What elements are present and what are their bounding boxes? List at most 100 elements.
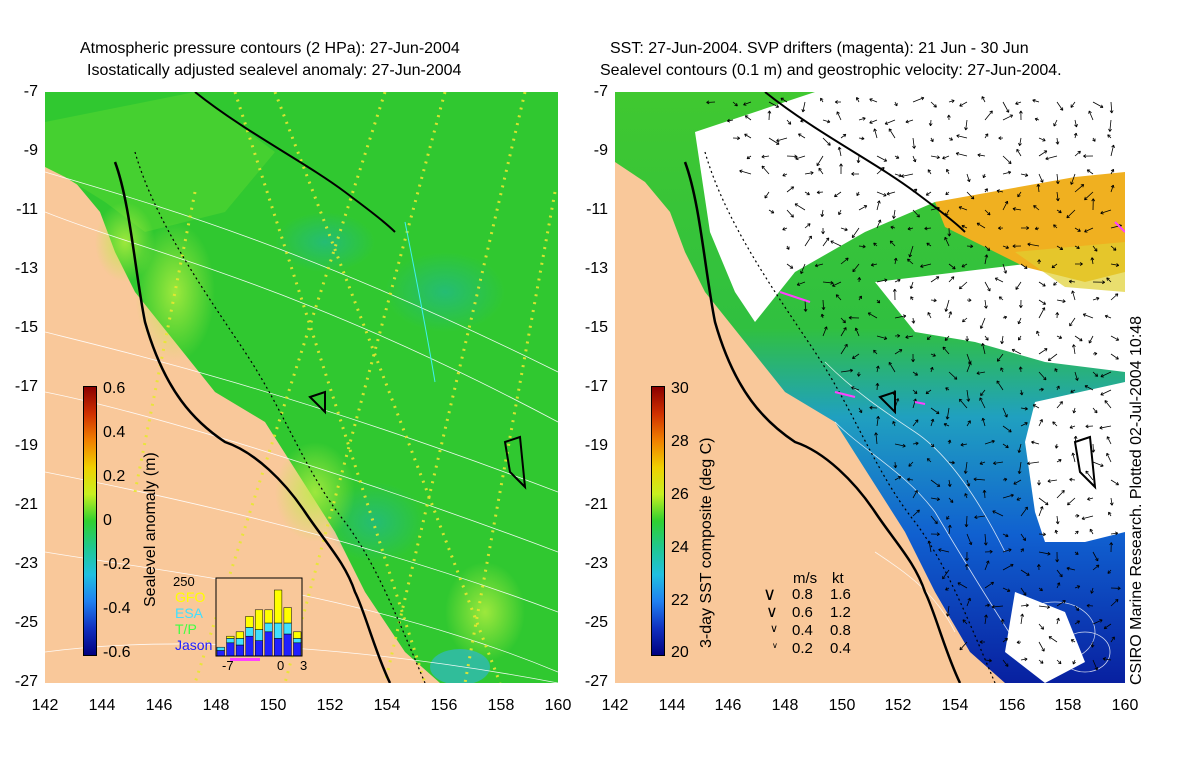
velocity-arrow bbox=[1109, 497, 1114, 506]
velocity-arrow bbox=[984, 133, 989, 139]
velocity-arrow bbox=[1015, 281, 1022, 290]
velocity-arrow bbox=[1013, 479, 1022, 485]
velocity-arrow bbox=[1107, 569, 1112, 574]
velocity-arrow bbox=[1110, 168, 1115, 175]
velocity-arrow bbox=[948, 137, 953, 141]
velocity-arrow bbox=[1002, 407, 1008, 418]
velocity-arrow bbox=[1002, 637, 1009, 643]
velocity-arrow bbox=[907, 477, 914, 482]
velocity-arrow bbox=[780, 97, 788, 103]
inset-legend-gfo: GFO bbox=[175, 589, 206, 605]
velocity-arrow bbox=[1092, 659, 1099, 671]
reef-island-right-1 bbox=[878, 390, 896, 415]
velocity-arrow bbox=[1056, 617, 1060, 625]
velocity-arrow bbox=[1056, 299, 1066, 303]
velocity-arrow bbox=[1092, 101, 1104, 108]
velocity-arrow bbox=[851, 386, 860, 391]
left-ytick-3: -13 bbox=[14, 260, 38, 277]
velocity-arrow bbox=[1002, 477, 1008, 482]
velocity-arrow bbox=[1103, 623, 1112, 630]
velocity-arrow bbox=[948, 497, 954, 503]
velocity-arrow bbox=[981, 96, 986, 103]
velocity-arrow bbox=[925, 191, 932, 196]
velocity-arrow bbox=[979, 317, 986, 329]
cyan-contour bbox=[404, 221, 436, 383]
velocity-arrow bbox=[993, 461, 1004, 465]
velocity-arrow bbox=[822, 137, 831, 146]
velocity-arrow bbox=[1074, 585, 1081, 589]
velocity-arrow bbox=[836, 111, 842, 121]
velocity-arrow bbox=[782, 173, 788, 177]
velocity-arrow bbox=[726, 118, 734, 123]
velocity-arrow bbox=[930, 443, 935, 448]
velocity-arrow bbox=[948, 311, 953, 319]
velocity-arrow bbox=[961, 224, 968, 229]
velocity-arrow bbox=[1002, 493, 1014, 499]
velocity-arrow bbox=[984, 335, 989, 341]
velocity-arrow bbox=[858, 205, 868, 211]
left-xtick-4: 150 bbox=[259, 697, 287, 714]
velocity-arrow bbox=[1032, 404, 1040, 409]
velocity-arrow bbox=[942, 155, 950, 160]
inset-bar bbox=[264, 631, 273, 657]
right-cb-tick-4: 22 bbox=[671, 592, 689, 609]
vel-header-ms: m/s bbox=[793, 570, 818, 587]
velocity-arrow bbox=[1017, 461, 1022, 475]
left-ytick-2: -11 bbox=[16, 201, 38, 218]
velocity-arrow bbox=[925, 389, 932, 395]
velocity-arrow bbox=[786, 119, 792, 125]
right-xtick-0: 142 bbox=[601, 697, 629, 714]
velocity-arrow bbox=[1099, 425, 1112, 430]
velocity-arrow bbox=[1108, 511, 1112, 517]
left-ytick-7: -21 bbox=[14, 496, 38, 513]
velocity-arrow bbox=[930, 101, 937, 108]
velocity-arrow bbox=[1069, 477, 1076, 482]
velocity-arrow bbox=[858, 407, 863, 414]
velocity-arrow bbox=[851, 227, 860, 239]
velocity-arrow bbox=[1092, 296, 1100, 301]
velocity-arrow bbox=[984, 658, 992, 663]
velocity-arrow bbox=[890, 225, 896, 230]
left-title-line2: Isostatically adjusted sealevel anomaly:… bbox=[87, 62, 462, 79]
velocity-arrow bbox=[1070, 389, 1076, 393]
right-map-panel bbox=[615, 91, 1126, 684]
velocity-arrow bbox=[1056, 401, 1063, 409]
velocity-arrow bbox=[1002, 548, 1012, 553]
velocity-arrow bbox=[1020, 603, 1029, 608]
velocity-arrow bbox=[820, 97, 824, 103]
velocity-arrow bbox=[1016, 497, 1022, 501]
velocity-arrow bbox=[912, 489, 918, 499]
velocity-arrow bbox=[930, 155, 940, 160]
left-cb-tick-4: -0.2 bbox=[103, 556, 131, 573]
velocity-arrow bbox=[867, 312, 878, 319]
velocity-arrow bbox=[930, 532, 940, 537]
velocity-arrow bbox=[981, 343, 986, 355]
velocity-arrow bbox=[930, 407, 940, 415]
velocity-arrow bbox=[907, 258, 914, 265]
velocity-arrow bbox=[1092, 407, 1098, 414]
velocity-arrow bbox=[1074, 620, 1081, 625]
velocity-arrow bbox=[818, 167, 824, 175]
velocity-arrow bbox=[1056, 582, 1061, 589]
inset-bar bbox=[283, 607, 292, 624]
velocity-arrow bbox=[1066, 566, 1076, 571]
right-ytick-9: -25 bbox=[584, 614, 608, 631]
velocity-arrow bbox=[1047, 353, 1058, 362]
velocity-arrow bbox=[1045, 155, 1058, 161]
velocity-arrow bbox=[1020, 226, 1030, 230]
right-colorbar-label: 3-day SST composite (deg C) bbox=[698, 437, 715, 648]
velocity-arrow bbox=[1020, 173, 1029, 177]
velocity-arrow bbox=[852, 353, 860, 359]
inset-xlabel-0: -7 bbox=[222, 658, 234, 673]
velocity-arrow bbox=[1038, 299, 1047, 305]
velocity-arrow bbox=[1071, 452, 1076, 463]
inset-bar bbox=[293, 642, 302, 657]
velocity-arrow bbox=[905, 119, 914, 124]
velocity-arrow bbox=[1052, 421, 1058, 427]
velocity-arrow bbox=[1070, 101, 1076, 108]
velocity-arrow bbox=[1068, 279, 1076, 284]
velocity-arrow bbox=[803, 299, 808, 312]
velocity-arrow bbox=[873, 128, 878, 139]
velocity-arrow bbox=[1038, 281, 1046, 287]
velocity-arrow bbox=[1106, 277, 1112, 283]
